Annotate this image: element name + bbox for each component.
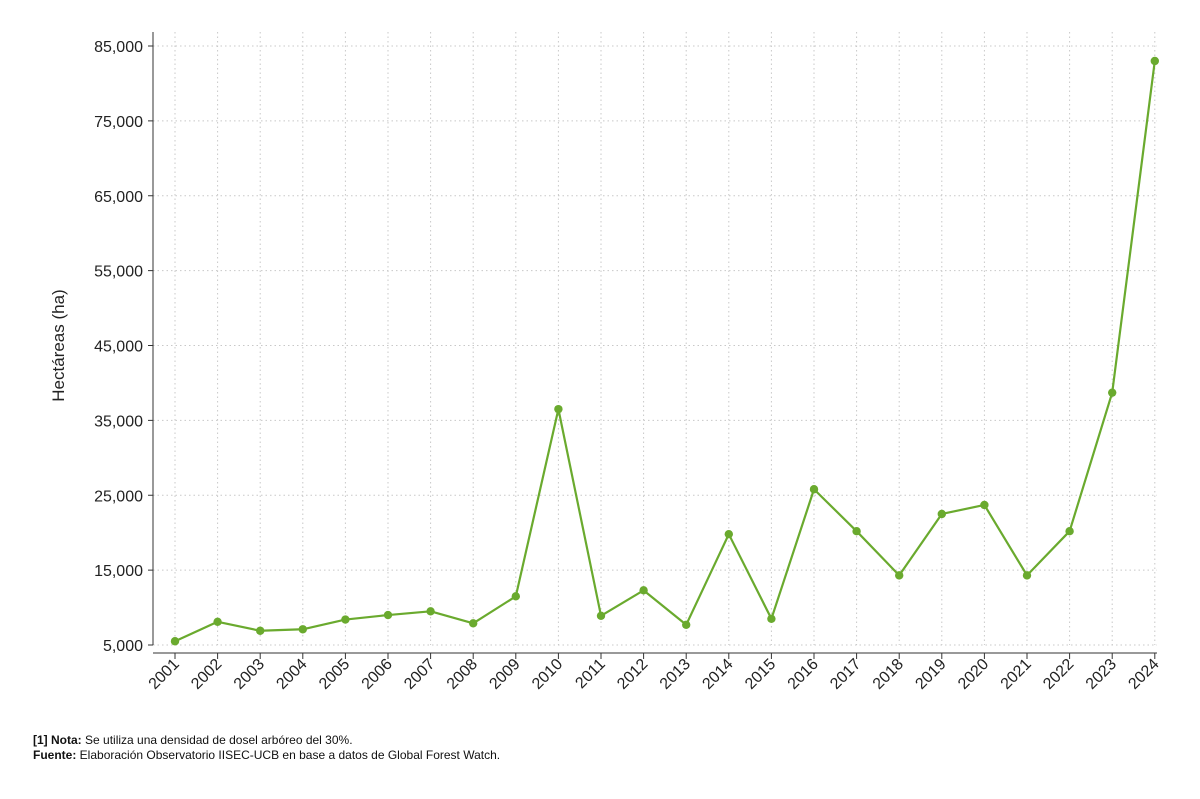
x-tick-label: 2020 <box>955 656 992 693</box>
data-point <box>554 404 563 414</box>
source-text: Elaboración Observatorio IISEC-UCB en ba… <box>76 748 501 762</box>
y-tick-label: 45,000 <box>94 339 143 356</box>
x-tick-label: 2022 <box>1040 656 1077 693</box>
y-tick-label: 15,000 <box>94 563 143 580</box>
y-tick-label: 65,000 <box>94 189 143 206</box>
data-point <box>1065 526 1074 536</box>
y-tick-label: 25,000 <box>94 488 143 505</box>
x-tick-label: 2023 <box>1083 656 1120 693</box>
data-point <box>383 610 393 620</box>
x-tick-label: 2012 <box>614 656 651 693</box>
y-tick-label: 85,000 <box>94 39 143 56</box>
data-point <box>469 619 478 628</box>
line-chart: 5,000 15,000 25,000 35,000 45,000 55,000 65,00… <box>49 32 1163 693</box>
y-axis-ticks: 5,000 15,000 25,000 35,000 45,000 55,000 65,00… <box>94 39 153 655</box>
x-tick-label: 2004 <box>273 656 310 693</box>
data-point <box>426 607 435 616</box>
x-tick-label: 2011 <box>572 656 608 692</box>
data-point <box>213 617 222 626</box>
x-tick-label: 2001 <box>146 656 183 693</box>
note-label: [1] Nota: <box>33 733 82 747</box>
data-point <box>596 611 606 620</box>
x-tick-label: 2015 <box>742 656 779 693</box>
data-point <box>724 529 733 539</box>
note-text: Se utiliza una densidad de dosel arbóreo… <box>81 733 353 747</box>
data-point <box>639 586 648 595</box>
series <box>170 56 1160 646</box>
y-tick-label: 35,000 <box>94 413 143 430</box>
series-line <box>174 60 1156 643</box>
x-tick-label: 2010 <box>529 656 566 693</box>
chart-notes: [1] Nota: Se utiliza una densidad de dos… <box>33 733 500 763</box>
y-axis-label: Hectáreas (ha) <box>49 289 68 401</box>
x-tick-label: 2009 <box>486 656 523 693</box>
data-point <box>170 637 180 646</box>
data-point <box>809 485 819 494</box>
x-tick-label: 2007 <box>401 656 438 693</box>
data-point <box>937 509 946 519</box>
y-tick-label: 5,000 <box>103 638 143 655</box>
x-tick-label: 2017 <box>827 656 864 693</box>
axes <box>152 32 1157 654</box>
data-point <box>341 615 350 624</box>
x-tick-label: 2024 <box>1125 656 1162 693</box>
source-label: Fuente: <box>33 748 77 762</box>
note-line: [1] Nota: Se utiliza una densidad de dos… <box>33 733 500 748</box>
data-point <box>980 500 989 510</box>
x-tick-label: 2021 <box>998 656 1035 693</box>
x-tick-label: 2002 <box>188 656 225 693</box>
x-tick-label: 2003 <box>231 656 268 693</box>
x-tick-label: 2005 <box>316 656 353 693</box>
data-point <box>852 526 861 536</box>
data-point <box>895 571 904 580</box>
x-tick-label: 2014 <box>699 656 736 693</box>
source-line: Fuente: Elaboración Observatorio IISEC-U… <box>33 748 500 763</box>
grid-lines <box>153 32 1157 646</box>
data-point <box>1108 388 1117 397</box>
x-tick-label: 2008 <box>444 656 481 693</box>
x-tick-label: 2016 <box>785 656 822 693</box>
data-point <box>256 626 265 635</box>
data-point <box>298 625 307 634</box>
y-tick-label: 75,000 <box>94 114 143 131</box>
x-tick-label: 2019 <box>912 656 949 693</box>
data-point <box>767 614 776 623</box>
x-tick-label: 2006 <box>359 656 396 693</box>
x-tick-label: 2018 <box>870 656 907 693</box>
y-tick-label: 55,000 <box>94 264 143 281</box>
x-axis-ticks: 2001 2002 2003 2004 2005 2006 2007 2008 2009 2010… <box>146 653 1163 693</box>
data-point <box>1022 571 1032 580</box>
data-point <box>1150 56 1160 66</box>
data-point <box>682 620 691 629</box>
x-tick-label: 2013 <box>657 656 694 693</box>
data-point <box>511 592 520 601</box>
